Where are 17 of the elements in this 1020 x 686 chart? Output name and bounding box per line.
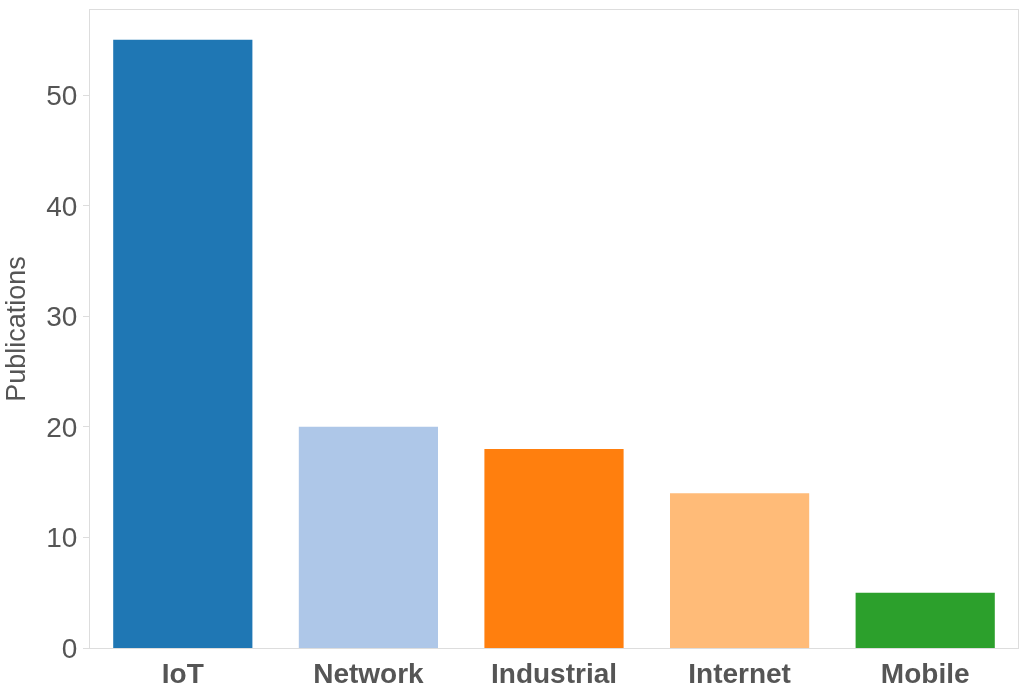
bar: [855, 592, 995, 648]
x-tick-label: Mobile: [880, 657, 970, 686]
bar: [113, 39, 253, 648]
bar: [484, 448, 624, 648]
y-tick-label: 50: [46, 79, 78, 111]
bar: [298, 426, 438, 648]
y-tick-label: 10: [46, 522, 78, 554]
x-tick-label: Industrial: [490, 657, 618, 686]
x-tick-label: IoT: [161, 657, 204, 686]
x-tick-label: Internet: [688, 657, 791, 686]
y-tick-label: 40: [46, 190, 78, 222]
y-tick-label: 20: [46, 411, 78, 443]
y-tick-label: 0: [61, 632, 78, 664]
x-tick-label: Network: [313, 657, 425, 686]
y-axis-title: Publications: [1, 256, 32, 402]
bar: [670, 493, 810, 648]
y-tick-label: 30: [46, 301, 78, 333]
